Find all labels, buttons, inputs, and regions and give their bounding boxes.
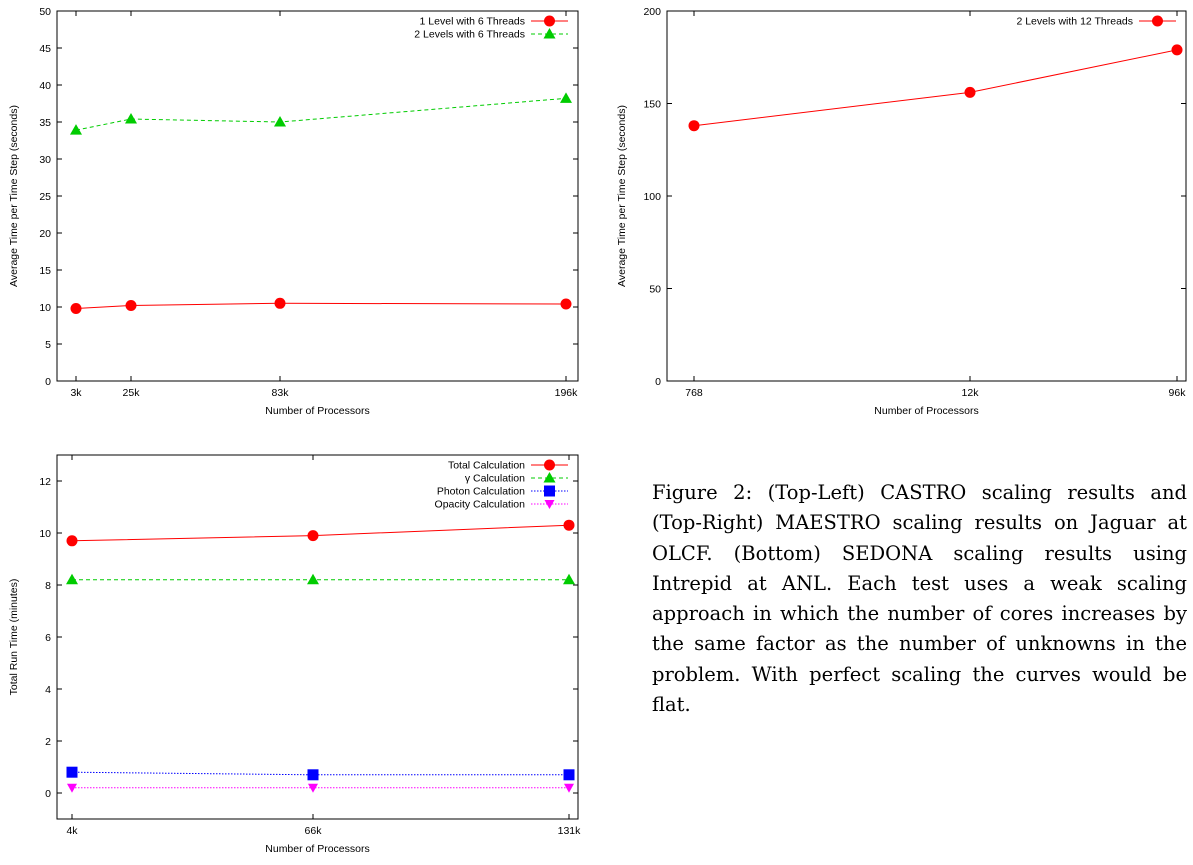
y-tick-label: 6 <box>45 632 51 644</box>
data-point <box>125 113 137 124</box>
legend-marker <box>544 485 555 497</box>
series-line <box>75 97 567 131</box>
sedona-svg: 0 2 4 6 8 10 12 4k 66k 131k Number of Processors To… <box>8 454 582 855</box>
y-axis-label: Average Time per Time Step (seconds) <box>8 105 20 287</box>
legend-marker <box>543 28 556 39</box>
series-0 <box>688 44 1183 132</box>
series-line <box>75 302 567 309</box>
x-tick-label: 3k <box>70 387 82 399</box>
data-point <box>70 124 82 135</box>
castro-svg: 0 5 10 15 20 25 30 35 40 45 50 3k 25k 83k 196k Number o… <box>8 6 579 417</box>
x-tick-label: 96k <box>1169 387 1187 399</box>
x-axis-label: Number of Processors <box>874 405 978 417</box>
x-axis-label: Number of Processors <box>265 405 369 417</box>
figure-caption: Figure 2: (Top-Left) CASTRO scaling resu… <box>652 481 1187 717</box>
y-tick-label: 25 <box>39 191 51 203</box>
data-point <box>563 573 575 585</box>
data-point <box>307 769 319 781</box>
series-2 <box>66 766 575 781</box>
series-line <box>693 49 1178 127</box>
legend-label: γ Calculation <box>465 473 525 485</box>
y-tick-label: 10 <box>39 302 51 314</box>
y-tick-label: 50 <box>39 6 51 18</box>
data-point <box>563 769 575 781</box>
y-tick-label: 10 <box>39 528 51 540</box>
x-tick-label: 196k <box>555 387 579 399</box>
series-0 <box>66 519 575 547</box>
legend-marker <box>544 459 555 471</box>
x-tick-label: 12k <box>962 387 980 399</box>
y-tick-label: 50 <box>649 284 661 296</box>
legend-marker <box>543 472 556 483</box>
data-point <box>307 573 319 585</box>
y-tick-label: 150 <box>643 99 661 111</box>
data-point <box>688 120 700 132</box>
y-tick-label: 0 <box>655 376 661 388</box>
data-point <box>307 530 319 542</box>
data-point <box>563 519 575 531</box>
data-point <box>560 92 572 103</box>
legend-marker <box>544 500 555 509</box>
y-tick-label: 0 <box>45 376 51 388</box>
maestro-scaling-chart: 0 50 100 150 200 768 12k 96k Number of Processor… <box>608 0 1193 425</box>
legend-label: 1 Level with 6 Threads <box>420 16 525 28</box>
series-line <box>71 524 570 542</box>
y-tick-label: 30 <box>39 154 51 166</box>
data-point <box>66 573 78 585</box>
x-tick-label: 83k <box>272 387 290 399</box>
data-point <box>70 302 82 314</box>
y-axis-label: Average Time per Time Step (seconds) <box>616 105 628 287</box>
y-tick-label: 2 <box>45 736 51 748</box>
x-tick-label: 768 <box>685 387 703 399</box>
data-point <box>560 298 572 310</box>
y-tick-label: 15 <box>39 265 51 277</box>
data-point <box>1171 44 1183 56</box>
legend-label: Opacity Calculation <box>435 499 526 511</box>
castro-scaling-chart: 0 5 10 15 20 25 30 35 40 45 50 3k 25k 83k 196k Number o… <box>0 0 590 425</box>
series-1 <box>70 92 572 135</box>
y-tick-label: 20 <box>39 228 51 240</box>
series-1 <box>66 573 575 585</box>
legend-marker <box>1152 15 1163 27</box>
legend-label: Total Calculation <box>448 460 525 472</box>
x-tick-label: 66k <box>305 825 323 837</box>
x-tick-label: 4k <box>66 825 78 837</box>
y-tick-label: 0 <box>45 788 51 800</box>
data-point <box>274 297 286 309</box>
series-0 <box>70 297 572 314</box>
y-axis-label: Total Run Time (minutes) <box>8 579 20 696</box>
data-point <box>67 783 77 793</box>
y-tick-label: 4 <box>45 684 51 696</box>
y-tick-label: 200 <box>643 6 661 18</box>
data-point <box>564 783 574 793</box>
y-tick-label: 45 <box>39 43 51 55</box>
plot-frame <box>666 10 1187 382</box>
data-point <box>66 535 78 547</box>
legend-label: Photon Calculation <box>437 486 525 498</box>
y-tick-label: 35 <box>39 117 51 129</box>
y-tick-label: 12 <box>39 476 51 488</box>
data-point <box>308 783 318 793</box>
x-axis-label: Number of Processors <box>265 843 369 855</box>
legend-label: 2 Levels with 6 Threads <box>414 29 525 41</box>
x-tick-label: 25k <box>123 387 141 399</box>
sedona-scaling-chart: 0 2 4 6 8 10 12 4k 66k 131k Number of Processors To… <box>0 448 590 860</box>
data-point <box>964 86 976 98</box>
data-point <box>125 300 137 312</box>
data-point <box>66 766 78 778</box>
y-tick-label: 5 <box>45 339 51 351</box>
y-tick-label: 100 <box>643 191 661 203</box>
legend-marker <box>544 15 555 27</box>
plot-frame <box>56 10 579 382</box>
maestro-svg: 0 50 100 150 200 768 12k 96k Number of Processor… <box>616 6 1187 417</box>
series-line <box>71 771 569 776</box>
x-tick-label: 131k <box>558 825 582 837</box>
y-tick-label: 40 <box>39 80 51 92</box>
data-point <box>274 116 286 127</box>
series-3 <box>67 783 574 793</box>
legend-label: 2 Levels with 12 Threads <box>1016 16 1133 28</box>
y-tick-label: 8 <box>45 580 51 592</box>
